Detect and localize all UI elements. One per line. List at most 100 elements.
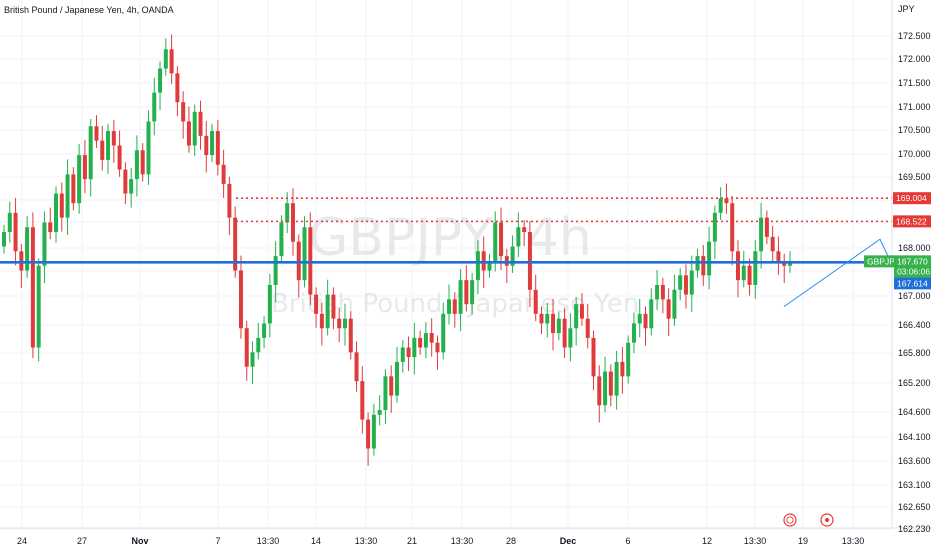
- candle: [429, 318, 434, 357]
- candle: [82, 140, 87, 194]
- candle: [741, 250, 746, 288]
- candle: [666, 288, 671, 336]
- candle: [499, 207, 504, 271]
- candle: [134, 135, 139, 197]
- bid-price-tag: 167.614: [894, 277, 931, 290]
- candle: [337, 307, 342, 343]
- candle: [516, 212, 521, 258]
- candle: [71, 167, 76, 211]
- earnings-event-icon[interactable]: [820, 513, 834, 527]
- candle: [210, 123, 215, 163]
- candle: [314, 287, 319, 328]
- candle: [660, 277, 665, 314]
- candle: [360, 366, 365, 434]
- price-tick-label: 170.000: [898, 149, 931, 159]
- candle: [158, 61, 163, 110]
- candle: [233, 206, 238, 278]
- candle: [215, 119, 220, 176]
- candle: [574, 296, 579, 346]
- candle: [302, 216, 307, 288]
- price-tick-label: 166.400: [898, 320, 931, 330]
- candle: [342, 303, 347, 346]
- candle: [458, 269, 463, 332]
- candle: [603, 356, 608, 413]
- candle: [470, 272, 475, 315]
- time-tick-label: Nov: [131, 536, 148, 546]
- candle: [597, 365, 602, 423]
- candle: [591, 330, 596, 391]
- candle: [238, 255, 243, 339]
- level-price-tag: 168.522: [893, 215, 931, 228]
- price-tick-label: 163.100: [898, 480, 931, 490]
- watermark-symbol: GBPJPY, 4h: [308, 208, 592, 268]
- candle: [464, 265, 469, 312]
- candle: [325, 279, 330, 336]
- candle: [562, 307, 567, 359]
- candle: [25, 216, 30, 278]
- price-tick-label: 167.000: [898, 291, 931, 301]
- candle: [406, 336, 411, 372]
- candle: [504, 248, 509, 284]
- candle: [585, 303, 590, 349]
- candle: [701, 245, 706, 286]
- candle: [556, 311, 561, 341]
- trend-line[interactable]: [783, 238, 889, 308]
- svg-text:167.670: 167.670: [897, 256, 928, 266]
- time-tick-label: 27: [77, 536, 87, 546]
- candle: [759, 202, 764, 269]
- candle: [510, 235, 515, 273]
- candle: [100, 125, 105, 171]
- candle: [672, 274, 677, 326]
- candle: [2, 224, 6, 254]
- candle: [395, 347, 399, 403]
- calendar-event-icon[interactable]: [783, 513, 797, 527]
- level-price-tag: 169.004: [893, 192, 931, 205]
- candle: [30, 212, 35, 359]
- svg-text:169.004: 169.004: [896, 193, 927, 203]
- candle: [262, 316, 267, 349]
- candle: [267, 273, 272, 338]
- svg-text:168.522: 168.522: [896, 216, 927, 226]
- time-tick-label: 13:30: [842, 536, 865, 546]
- candle: [244, 321, 249, 381]
- candle: [42, 211, 47, 284]
- candle: [175, 66, 180, 117]
- candle: [152, 77, 157, 136]
- candle: [747, 258, 752, 296]
- time-tick-label: 14: [311, 536, 321, 546]
- time-tick-label: 24: [17, 536, 27, 546]
- candle: [770, 225, 775, 262]
- candle: [227, 176, 232, 235]
- time-tick-label: 21: [407, 536, 417, 546]
- svg-text:GBPJPY: GBPJPY: [867, 256, 901, 266]
- candle: [54, 186, 59, 243]
- time-axis[interactable]: 24 27 Nov 7 13:30 14 13:30 21 13:30 28 Dec 6 12 13:30…: [17, 536, 864, 546]
- candle: [111, 119, 116, 163]
- candle: [730, 195, 735, 266]
- candle: [48, 207, 53, 240]
- candle: [371, 403, 376, 456]
- candle: [608, 364, 613, 407]
- candle: [36, 258, 41, 362]
- price-tick-label: 163.600: [898, 456, 931, 466]
- candle: [735, 240, 740, 298]
- candle: [435, 335, 440, 370]
- time-tick-label: 13:30: [257, 536, 280, 546]
- candle: [689, 255, 694, 312]
- price-tick-label: 172.000: [898, 54, 931, 64]
- candle: [389, 365, 394, 413]
- candle: [487, 253, 492, 278]
- candle: [366, 412, 371, 466]
- candle: [129, 168, 134, 208]
- candle: [186, 106, 191, 153]
- price-tick-label: 164.600: [898, 407, 931, 417]
- candle: [637, 298, 642, 338]
- candle: [65, 159, 70, 235]
- candle: [423, 321, 428, 359]
- candle: [649, 288, 654, 336]
- candle: [718, 187, 723, 221]
- time-tick-label: 13:30: [355, 536, 378, 546]
- candle: [712, 205, 717, 259]
- candle: [19, 244, 24, 288]
